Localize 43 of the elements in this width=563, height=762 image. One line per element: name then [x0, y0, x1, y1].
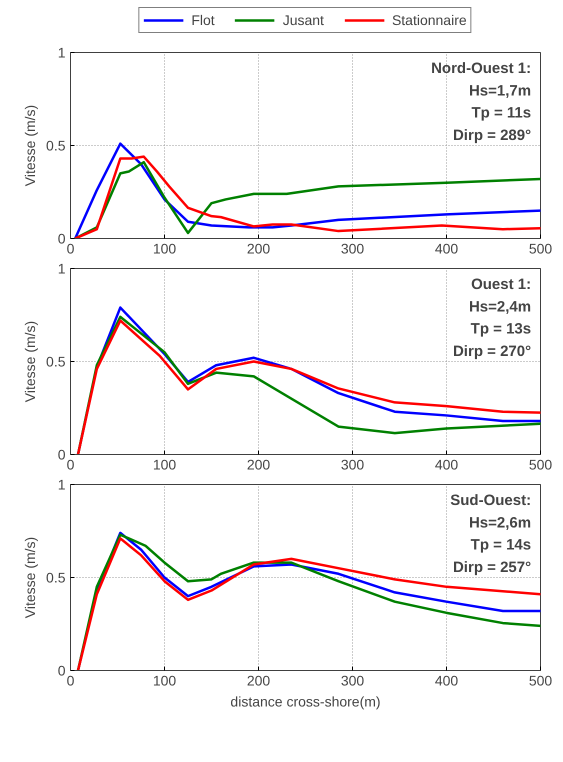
- legend-label: Jusant: [282, 12, 324, 28]
- y-axis-title: Vitesse (m/s): [22, 320, 38, 402]
- y-tick-label: 0: [58, 446, 66, 462]
- x-tick-label: 200: [246, 672, 270, 688]
- annotation: Nord-Ouest 1:: [431, 60, 532, 77]
- y-axis-title: Vitesse (m/s): [22, 536, 38, 618]
- annotation: Tp = 11s: [471, 104, 532, 122]
- x-tick-label: 200: [246, 456, 270, 472]
- x-tick-label: 500: [528, 240, 552, 256]
- y-tick-label: 0: [58, 230, 66, 246]
- annotation: Hs=2,4m: [468, 298, 532, 316]
- x-tick-label: 200: [246, 240, 270, 256]
- x-tick-label: 400: [434, 456, 458, 472]
- y-tick-label: 0.5: [46, 354, 66, 370]
- legend-label: Flot: [191, 12, 215, 28]
- annotation: Hs=2,6m: [468, 514, 532, 532]
- y-tick-label: 1: [58, 476, 66, 492]
- x-tick-label: 100: [152, 672, 176, 688]
- x-tick-label: 400: [434, 672, 458, 688]
- x-tick-label: 300: [340, 672, 364, 688]
- annotation: Tp = 14s: [470, 536, 532, 554]
- x-tick-label: 300: [340, 456, 364, 472]
- y-tick-label: 1: [58, 44, 66, 60]
- legend-label: Stationnaire: [392, 12, 467, 28]
- y-tick-label: 1: [58, 260, 66, 276]
- annotation: Dirp = 270°: [452, 342, 532, 360]
- x-tick-label: 500: [528, 672, 552, 688]
- annotation: Dirp = 289°: [452, 126, 532, 144]
- y-tick-label: 0: [58, 662, 66, 678]
- annotation: Hs=1,7m: [468, 82, 532, 100]
- y-tick-label: 0.5: [46, 570, 66, 586]
- x-tick-label: 100: [152, 240, 176, 256]
- x-axis-title: distance cross-shore(m): [230, 694, 381, 710]
- annotation: Dirp = 257°: [452, 558, 532, 576]
- y-tick-label: 0.5: [46, 138, 66, 154]
- annotation: Sud-Ouest:: [450, 492, 532, 509]
- x-tick-label: 300: [340, 240, 364, 256]
- x-tick-label: 500: [528, 456, 552, 472]
- y-axis-title: Vitesse (m/s): [22, 104, 38, 186]
- annotation: Tp = 13s: [470, 320, 532, 338]
- x-tick-label: 400: [434, 240, 458, 256]
- annotation: Ouest 1:: [471, 276, 532, 293]
- x-tick-label: 100: [152, 456, 176, 472]
